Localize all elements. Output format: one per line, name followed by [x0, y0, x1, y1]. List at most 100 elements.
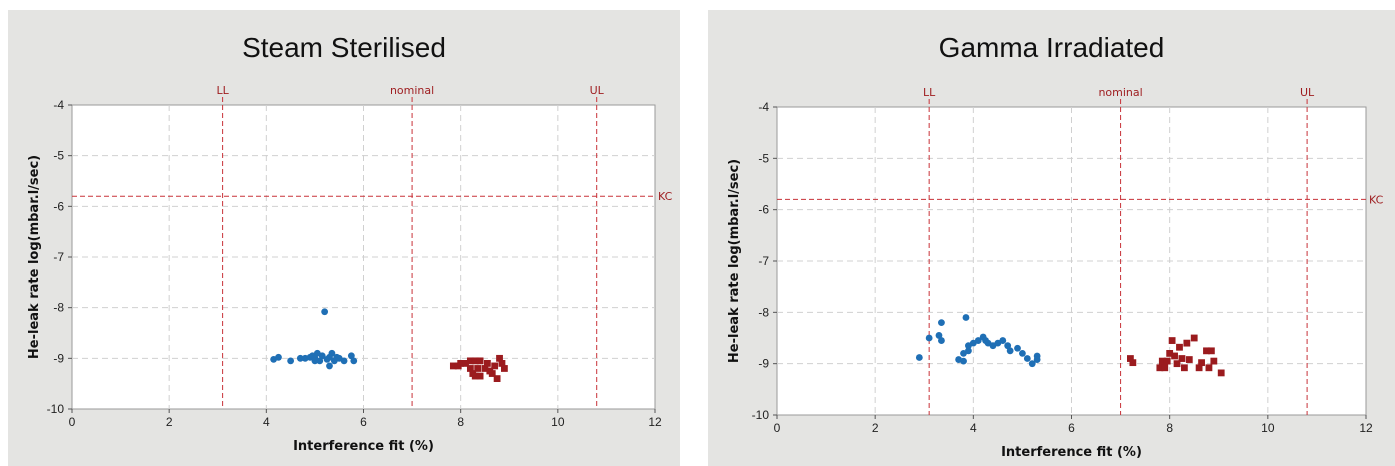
y-axis-label: He-leak rate log(mbar.l/sec): [727, 159, 742, 363]
y-axis-label: He-leak rate log(mbar.l/sec): [27, 155, 42, 359]
chart-title: Steam Sterilised: [242, 32, 446, 63]
x-tick-label: 4: [263, 415, 270, 429]
data-point-circle: [974, 337, 982, 344]
y-tick-label: -6: [53, 199, 64, 213]
data-point-circle: [318, 352, 326, 360]
data-point-circle: [316, 357, 324, 365]
y-tick-label: -9: [758, 357, 769, 371]
reference-label-LL: LL: [923, 86, 936, 99]
data-point-square: [1127, 355, 1134, 362]
data-point-circle: [1028, 360, 1036, 368]
data-point-circle: [287, 357, 295, 365]
x-tick-label: 4: [970, 421, 977, 435]
x-tick-label: 12: [648, 415, 662, 429]
data-point-square: [1207, 347, 1215, 355]
reference-label-KC: KC: [1369, 193, 1384, 206]
x-tick-label: 10: [551, 415, 565, 429]
reference-label-UL: UL: [590, 84, 605, 97]
data-point-circle: [350, 357, 358, 365]
data-point-square: [1168, 337, 1176, 344]
data-point-square: [449, 362, 457, 370]
x-tick-label: 2: [166, 415, 173, 429]
data-point-square: [462, 360, 469, 367]
x-tick-label: 0: [774, 421, 781, 435]
x-tick-label: 2: [872, 421, 879, 435]
data-point-square: [483, 360, 491, 367]
data-point-circle: [296, 354, 304, 362]
x-tick-label: 8: [1166, 421, 1173, 435]
data-point-circle: [938, 319, 945, 326]
data-point-square: [496, 354, 503, 362]
x-tick-label: 8: [457, 415, 464, 429]
y-tick-label: -8: [758, 305, 769, 319]
data-point-square: [1180, 364, 1188, 372]
x-tick-label: 6: [360, 415, 367, 429]
series-0: [915, 314, 1041, 368]
scatter-plot-steam: 0 2 4 6 8 10 12 -10 -9 -8 -7 -6 -5 -4 Interference fit…: [27, 84, 673, 454]
data-point-square: [1173, 360, 1181, 368]
data-point-square: [1129, 359, 1137, 367]
data-point-square: [1166, 350, 1174, 357]
data-point-square: [1163, 357, 1171, 365]
data-point-square: [1178, 355, 1186, 362]
data-point-circle: [1004, 342, 1012, 350]
data-point-circle: [925, 334, 933, 342]
data-point-circle: [960, 357, 967, 365]
y-tick-label: -10: [47, 402, 65, 416]
data-point-square: [1176, 343, 1183, 351]
y-tick-label: -8: [53, 301, 64, 315]
data-point-square: [466, 365, 474, 372]
data-point-circle: [1006, 347, 1014, 355]
reference-label-UL: UL: [1300, 86, 1315, 99]
x-tick-label: 12: [1359, 421, 1373, 435]
data-point-square: [1158, 357, 1166, 365]
data-point-square: [476, 372, 484, 380]
data-point-circle: [321, 308, 329, 316]
y-tick-label: -7: [758, 254, 769, 268]
series-0: [270, 308, 358, 370]
y-tick-label: -6: [758, 203, 769, 217]
x-tick-label: 6: [1068, 421, 1075, 435]
chart-panel-steam: Steam Sterilised 0 2 4 6 8 10 12 -10 -9 -8 -7 -6 -5 -…: [8, 10, 680, 466]
data-point-circle: [1033, 356, 1041, 363]
chart-title: Gamma Irradiated: [938, 32, 1165, 63]
series-1: [1127, 334, 1225, 377]
x-axis-label: Interference fit (%): [1001, 445, 1142, 460]
data-point-square: [1190, 334, 1198, 342]
data-point-circle: [938, 337, 945, 344]
data-point-circle: [1023, 355, 1031, 362]
data-point-square: [481, 365, 489, 372]
data-point-square: [1217, 369, 1225, 377]
x-axis-label: Interference fit (%): [293, 439, 434, 454]
data-point-square: [474, 365, 482, 372]
data-point-circle: [326, 353, 333, 361]
y-tick-label: -4: [758, 100, 769, 114]
data-point-square: [498, 360, 506, 367]
data-point-square: [471, 357, 479, 365]
data-point-square: [457, 360, 465, 367]
data-point-square: [500, 365, 508, 372]
series-1: [449, 354, 508, 382]
data-point-circle: [347, 352, 355, 360]
reference-label-nominal: nominal: [1098, 86, 1142, 99]
data-point-circle: [999, 337, 1007, 344]
scatter-plot-gamma: 0 2 4 6 8 10 12 -10 -9 -8 -7 -6 -5 -4 Interference fit…: [727, 86, 1384, 460]
data-point-circle: [340, 357, 348, 365]
y-tick-label: -7: [53, 250, 64, 264]
x-tick-label: 0: [69, 415, 76, 429]
data-point-square: [1183, 339, 1191, 347]
data-point-square: [466, 357, 474, 365]
data-point-square: [1205, 364, 1213, 372]
data-point-square: [1161, 364, 1169, 372]
data-point-circle: [275, 353, 282, 361]
chart-panel-gamma: Gamma Irradiated 0 2 4 6 8 10 12 -10 -9 -8 -7 -6 -5 -…: [708, 10, 1395, 466]
data-point-square: [1156, 364, 1164, 372]
data-point-square: [1203, 347, 1210, 355]
data-point-square: [1185, 356, 1193, 363]
data-point-square: [491, 362, 499, 370]
data-point-square: [471, 372, 479, 380]
data-point-circle: [965, 347, 972, 355]
grid-lines: [777, 107, 1366, 415]
data-point-square: [1171, 352, 1178, 360]
data-point-circle: [326, 362, 333, 370]
